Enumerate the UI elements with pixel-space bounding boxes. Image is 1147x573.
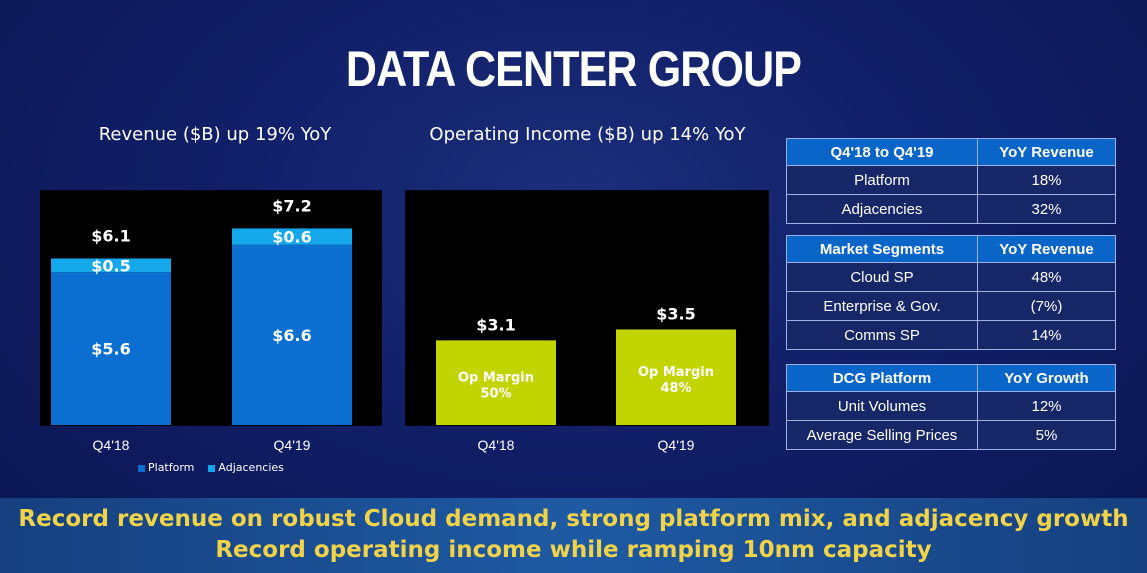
revenue-legend: Platform Adjacencies [138,461,284,474]
table-cell: 32% [977,194,1116,224]
revenue-chart-title: Revenue ($B) up 19% YoY [98,124,332,145]
table-row: Enterprise & Gov. (7%) [786,291,1116,321]
legend-item-adjacencies: Adjacencies [208,461,284,474]
page-title: DATA CENTER GROUP [345,41,802,97]
bar-platform-1 [232,244,352,425]
bar-op-income-0 [436,340,556,425]
table-cell: Adjacencies [786,194,978,224]
table-cell: Cloud SP [786,262,978,292]
table-header: Market Segments [786,235,978,263]
data-label: $3.5 [656,304,695,323]
table-header: DCG Platform [786,364,978,392]
bar-op-income-1 [616,329,736,425]
table-cell: Unit Volumes [786,391,978,421]
total-label: $6.1 [91,226,130,245]
bar-adjacencies-1 [232,228,352,245]
table-row: Comms SP 14% [786,320,1116,350]
bar-inner-value: 50% [480,387,511,402]
table-cell: 48% [977,262,1116,292]
x-tick-label: Q4'19 [274,437,311,453]
bar-inner-value: 48% [660,381,691,396]
dcg-platform-table: DCG Platform YoY Growth Unit Volumes 12% … [786,364,1116,450]
table-cell: 14% [977,320,1116,350]
data-label: $3.1 [476,315,515,334]
bar-inner-label: Op Margin [638,365,714,380]
table-row: Cloud SP 48% [786,262,1116,292]
table-cell: Platform [786,165,978,195]
x-tick-label: Q4'18 [478,437,515,453]
summary-banner: Record revenue on robust Cloud demand, s… [0,498,1147,573]
revenue-growth-table: Q4'18 to Q4'19 YoY Revenue Platform 18% A… [786,138,1116,224]
table-cell: Average Selling Prices [786,420,978,450]
platform-swatch-icon [138,464,145,472]
table-cell: (7%) [977,291,1116,321]
market-segments-table: Market Segments YoY Revenue Cloud SP 48% … [786,235,1116,350]
table-cell: Comms SP [786,320,978,350]
data-label: $5.6 [91,340,130,359]
table-row: Unit Volumes 12% [786,391,1116,421]
data-label: $0.5 [91,256,130,275]
bar-adjacencies-0 [51,258,171,273]
table-row: Platform 18% [786,165,1116,195]
table-header: YoY Revenue [977,235,1116,263]
table-cell: 18% [977,165,1116,195]
legend-item-platform: Platform [138,461,194,474]
table-cell: 5% [977,420,1116,450]
table-header: Q4'18 to Q4'19 [786,138,978,166]
bar-inner-label: Op Margin [458,371,534,386]
table-header: YoY Revenue [977,138,1116,166]
adjacencies-swatch-icon [208,464,216,472]
table-cell: 12% [977,391,1116,421]
data-label: $0.6 [272,228,311,247]
table-cell: Enterprise & Gov. [786,291,978,321]
bar-platform-0 [51,272,171,425]
legend-label-platform: Platform [148,461,195,474]
table-row: Adjacencies 32% [786,194,1116,224]
table-header: YoY Growth [977,364,1116,392]
banner-line-2: Record operating income while ramping 10… [215,537,932,563]
x-tick-label: Q4'19 [658,437,695,453]
data-label: $6.6 [272,326,311,345]
legend-label-adjacencies: Adjacencies [218,461,284,474]
op-income-chart-title: Operating Income ($B) up 14% YoY [429,124,746,145]
table-row: Average Selling Prices 5% [786,420,1116,450]
x-tick-label: Q4'18 [93,437,130,453]
banner-line-1: Record revenue on robust Cloud demand, s… [18,506,1129,532]
total-label: $7.2 [272,196,311,215]
